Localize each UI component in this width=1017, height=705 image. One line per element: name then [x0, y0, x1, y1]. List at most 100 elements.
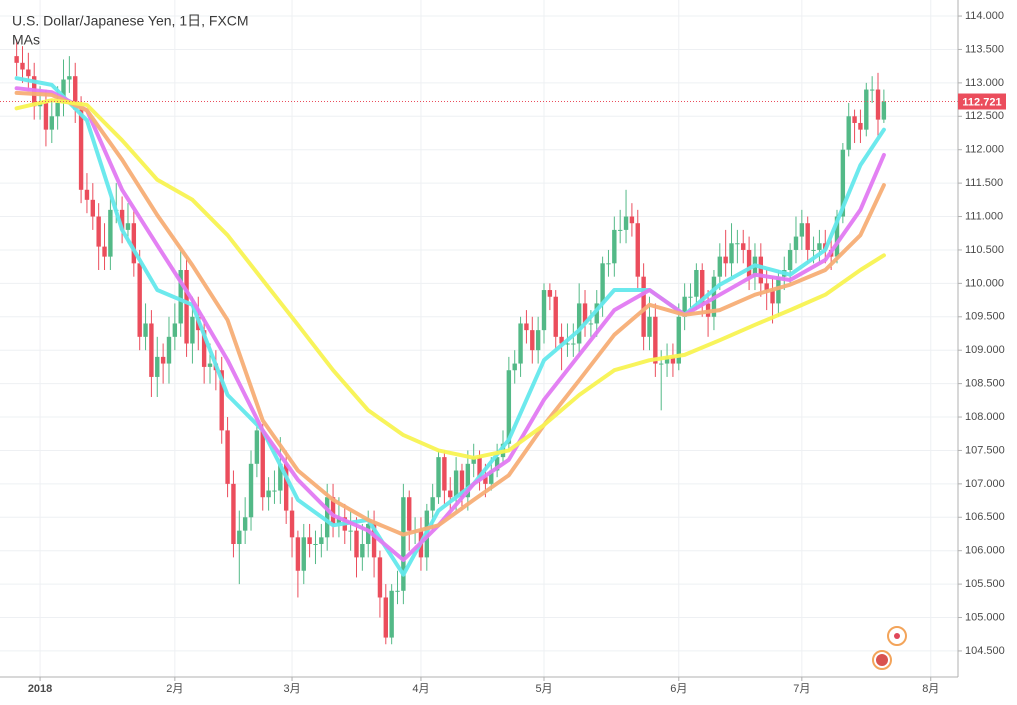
candle-body	[348, 530, 353, 532]
candle-body	[588, 323, 594, 325]
candle-body	[160, 356, 166, 364]
candle-body	[811, 249, 816, 251]
candle-body	[143, 323, 148, 337]
candle-body	[172, 323, 178, 337]
candle-body	[190, 316, 195, 344]
candle-body	[108, 209, 113, 257]
x-tick-label: 6月	[670, 683, 687, 695]
candle-body	[758, 256, 764, 284]
candle-body	[453, 470, 459, 498]
candle-body	[395, 590, 400, 592]
candle-body	[664, 356, 670, 364]
candle-body	[20, 62, 25, 70]
candle-body	[869, 89, 875, 91]
candle-body	[518, 323, 523, 364]
moving-average-line	[14, 98, 886, 460]
candle-body	[594, 303, 599, 324]
candle-body	[137, 263, 142, 337]
candle-body	[623, 216, 629, 230]
candle-body	[336, 517, 342, 524]
candle-body	[846, 116, 851, 150]
candle-body	[489, 470, 494, 484]
candle-body	[787, 249, 793, 270]
candle-body	[295, 537, 301, 571]
candle-body	[864, 89, 869, 130]
y-tick-label: 112.000	[965, 144, 1004, 156]
candle-body	[260, 430, 265, 498]
candle-body	[278, 463, 283, 491]
candle-body	[14, 56, 19, 63]
y-tick-label: 107.000	[965, 478, 1005, 490]
candle-body	[319, 537, 324, 545]
candle-body	[805, 223, 810, 250]
candle-body	[131, 223, 137, 264]
candle-body	[383, 597, 388, 638]
candle-body	[676, 316, 681, 364]
candle-body	[858, 122, 863, 130]
candle-body	[354, 530, 359, 558]
candle-body	[612, 229, 617, 264]
candle-body	[799, 223, 805, 237]
candle-body	[366, 523, 371, 545]
candle-body	[770, 290, 775, 304]
candle-body	[688, 296, 693, 298]
candle-body	[641, 276, 646, 337]
candle-body	[694, 269, 699, 297]
candle-body	[682, 296, 687, 317]
candle-body	[219, 370, 224, 431]
y-tick-label: 110.000	[965, 277, 1004, 289]
event-icon[interactable]	[872, 626, 907, 670]
candle-body	[465, 463, 471, 498]
candle-body	[571, 343, 576, 345]
candle-body	[272, 490, 277, 492]
candle-body	[576, 303, 582, 344]
candle-body	[729, 243, 734, 264]
candle-body	[559, 336, 564, 344]
y-tick-label: 104.500	[965, 645, 1005, 657]
candle-body	[817, 243, 822, 250]
candle-body	[582, 303, 588, 324]
candle-body	[600, 263, 605, 304]
candle-body	[477, 457, 482, 478]
candle-body	[741, 243, 746, 250]
candle-body	[617, 229, 623, 231]
candle-body	[231, 483, 236, 545]
candle-body	[746, 249, 752, 277]
y-tick-label: 105.500	[965, 578, 1005, 590]
chart-subtitle: MAs	[12, 32, 40, 48]
y-tick-label: 112.500	[965, 110, 1004, 122]
candle-body	[524, 323, 529, 331]
candle-body	[494, 457, 500, 471]
candle-body	[793, 236, 799, 250]
x-tick-label: 3月	[283, 683, 300, 695]
candle-body	[78, 109, 84, 190]
candle-body	[834, 216, 840, 257]
candle-body	[436, 457, 441, 498]
candle-body	[553, 296, 558, 337]
candle-body	[307, 537, 312, 545]
y-tick-label: 106.000	[965, 545, 1005, 557]
x-tick-label: 5月	[535, 683, 552, 695]
candle-body	[535, 330, 541, 351]
candle-body	[430, 497, 435, 511]
y-tick-label: 111.000	[965, 210, 1003, 222]
candle-body	[635, 223, 640, 277]
x-tick-label: 4月	[412, 683, 429, 695]
candle-body	[764, 283, 769, 291]
candle-body	[43, 102, 49, 130]
candle-body	[289, 510, 295, 538]
x-tick-label: 2018	[28, 683, 52, 695]
candle-body	[237, 530, 242, 545]
candle-body	[629, 216, 635, 224]
candle-body	[547, 290, 553, 297]
candle-body	[266, 490, 271, 498]
candle-body	[248, 463, 254, 518]
candle-body	[717, 256, 722, 277]
candle-body	[377, 557, 383, 598]
candle-body	[201, 330, 207, 367]
y-tick-label: 107.500	[965, 444, 1005, 456]
candle-body	[84, 189, 90, 200]
candle-body	[653, 316, 658, 364]
candle-body	[360, 544, 365, 558]
candle-body	[67, 76, 72, 80]
